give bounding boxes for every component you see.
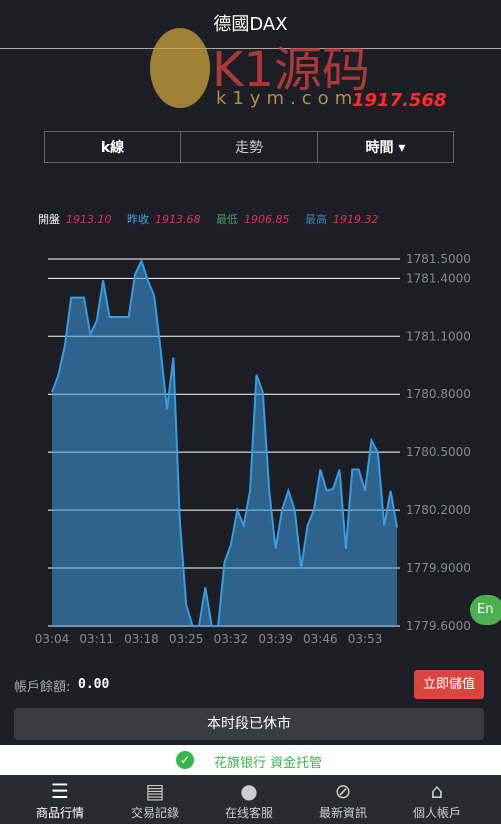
tab-label[interactable]: 時間 <box>365 140 394 156</box>
shield-icon: ✓ <box>176 751 194 769</box>
y-tick-label: 1780.20000 <box>406 503 470 517</box>
nav-label[interactable]: 在线客服 <box>224 806 273 820</box>
info-row: 開盤 1913.10 昨收 1913.68 最低 1906.85 最高 1919.32 <box>38 211 385 227</box>
info-label: 昨收 <box>127 213 149 226</box>
info-label: 最高 <box>305 213 327 226</box>
price: 1917.568 <box>352 90 447 111</box>
nav-item[interactable]: ▤ 交易記錄 <box>130 779 179 820</box>
nav-label[interactable]: 交易記錄 <box>130 806 179 820</box>
watermark-logo <box>150 28 210 108</box>
banner: ✓ 花旗银行 資金托管 <box>0 745 501 775</box>
deposit-button[interactable]: 立即儲值 <box>414 670 484 699</box>
nav-bar <box>0 775 501 824</box>
x-tick-label: 03:25 <box>169 632 204 646</box>
x-tick-label: 03:04 <box>35 632 70 646</box>
y-tick-label: 1779.90000 <box>406 561 470 575</box>
nav-item[interactable]: ● 在线客服 <box>224 779 273 820</box>
info-value: 1919.32 <box>333 213 379 226</box>
tab[interactable]: k線 <box>44 131 181 163</box>
y-tick-label: 1781.50000 <box>406 252 470 266</box>
x-tick-label: 03:11 <box>79 632 114 646</box>
balance-label: 帳戶餘額: <box>14 680 71 695</box>
tab[interactable]: 時間 ▾ <box>317 131 454 163</box>
lang-button[interactable]: En <box>470 595 501 625</box>
line <box>51 258 398 627</box>
x-tick-label: 03:18 <box>124 632 159 646</box>
nav-label[interactable]: 最新資訊 <box>318 806 367 820</box>
x-tick-label: 03:39 <box>258 632 293 646</box>
chart: 1781.50000 1781.40000 1781.10000 1780.80000… <box>35 252 470 646</box>
y-tick-label: 1781.40000 <box>406 271 470 285</box>
balance-value: 0.00 <box>78 677 110 692</box>
title: 德國DAX <box>0 0 501 49</box>
y-tick-label: 1780.50000 <box>406 445 470 459</box>
info-label: 開盤 <box>38 213 60 226</box>
info-value: 1913.68 <box>155 213 201 226</box>
info-value: 1913.10 <box>66 213 112 226</box>
x-tick-label: 03:46 <box>303 632 338 646</box>
nav-item[interactable]: ☰ 商品行情 <box>35 779 84 820</box>
info-value: 1906.85 <box>244 213 290 226</box>
nav-label[interactable]: 商品行情 <box>35 806 84 820</box>
tab[interactable]: 走勢 <box>180 131 318 163</box>
watermark-brand: K1源码 <box>212 42 371 98</box>
nav-item[interactable]: ⊘ 最新資訊 <box>318 779 367 820</box>
x-tick-label: 03:32 <box>214 632 249 646</box>
banner-text: 花旗银行 資金托管 <box>214 756 323 771</box>
area <box>52 260 397 626</box>
info-label: 最低 <box>216 213 238 226</box>
watermark-site: k1ym.com <box>216 88 359 109</box>
y-tick-label: 1781.10000 <box>406 329 470 343</box>
nav-label[interactable]: 個人帳戶 <box>412 806 461 820</box>
y-tick-label: 1780.80000 <box>406 387 470 401</box>
x-tick-label: 03:53 <box>348 632 383 646</box>
nav-item[interactable]: ⌂ 個人帳戶 <box>412 779 461 820</box>
status-bar: 本时段已休市 <box>14 708 484 740</box>
